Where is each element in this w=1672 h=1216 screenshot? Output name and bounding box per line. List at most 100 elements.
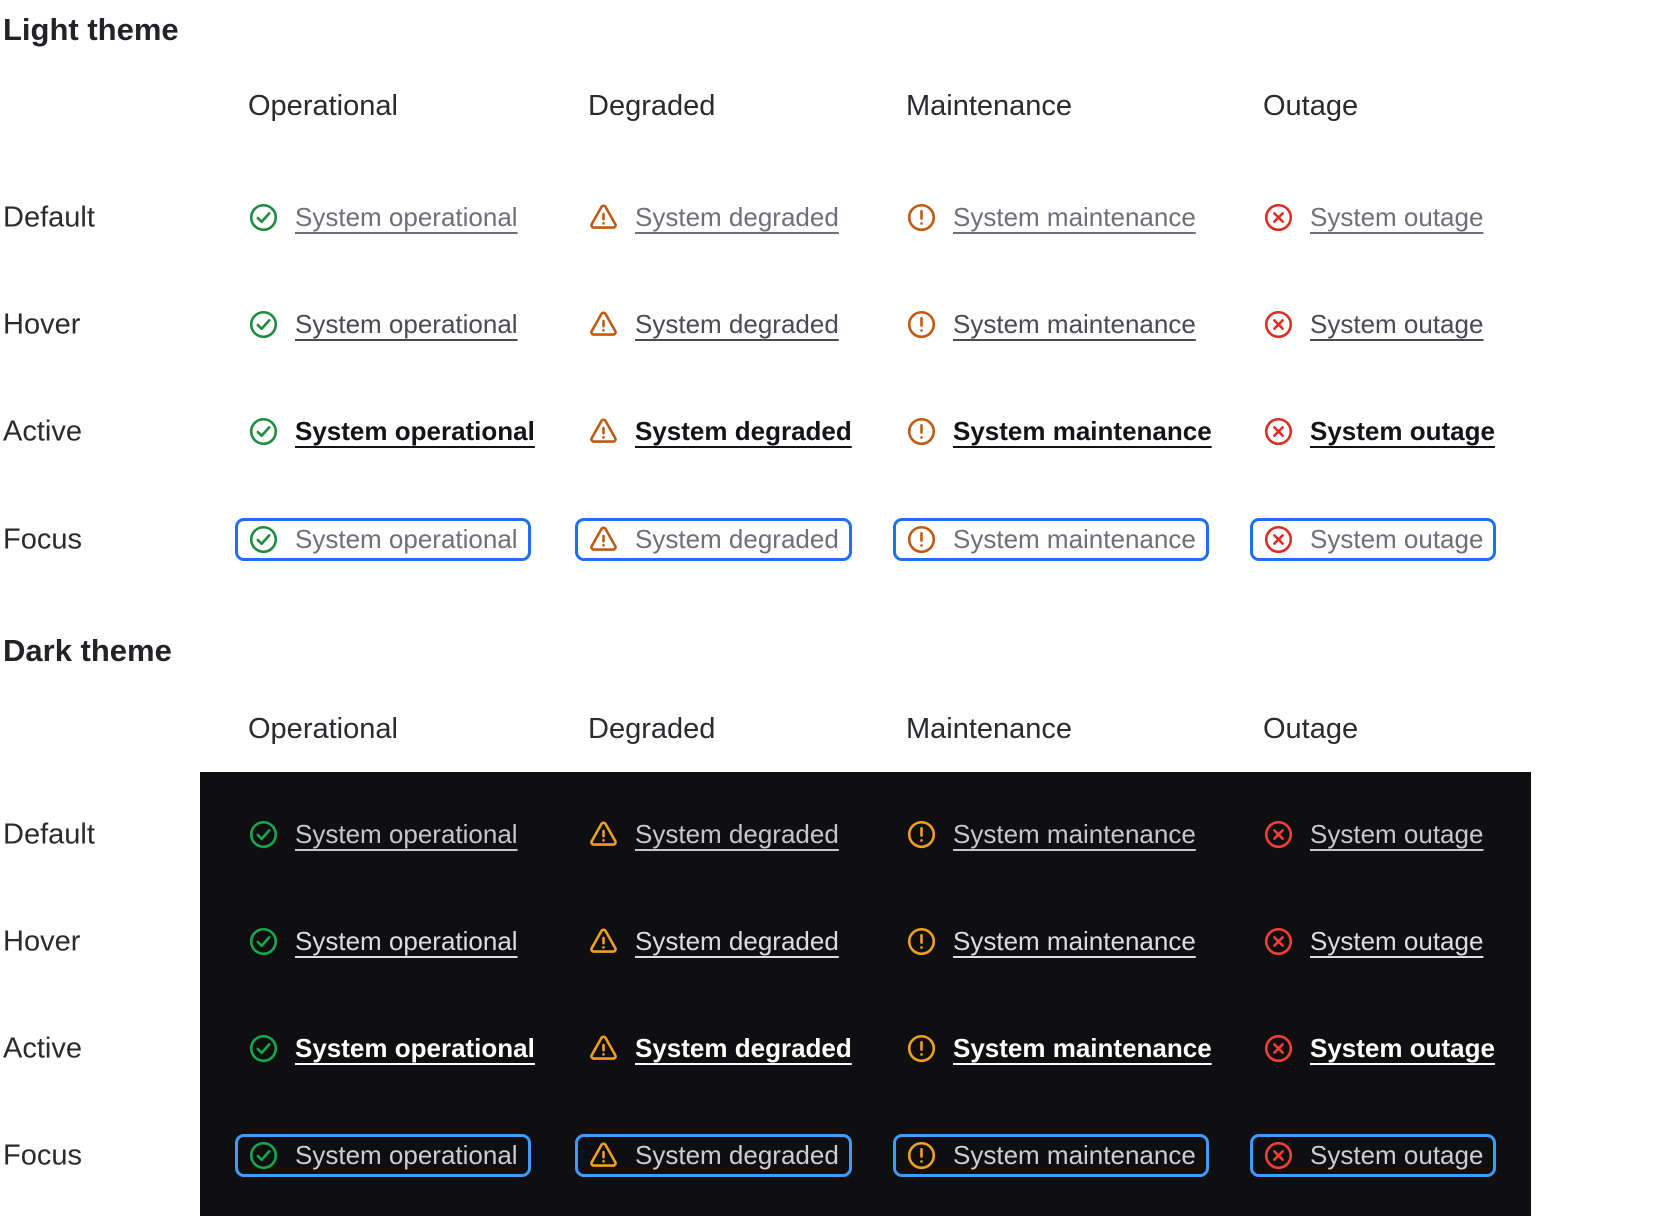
status-link-degraded[interactable]: System degraded xyxy=(575,1134,852,1177)
column-header-outage: Outage xyxy=(1263,90,1359,122)
warning-triangle-icon xyxy=(588,309,619,340)
state-label-default: Default xyxy=(3,201,95,233)
warning-triangle-icon xyxy=(588,202,619,233)
dark-theme-heading: Dark theme xyxy=(3,633,172,668)
status-link-degraded[interactable]: System degraded xyxy=(575,303,852,346)
warning-triangle-icon xyxy=(588,926,619,957)
status-link-label: System degraded xyxy=(635,524,839,554)
status-link-outage[interactable]: System outage xyxy=(1250,1027,1508,1070)
x-circle-icon xyxy=(1263,926,1294,957)
alert-circle-icon xyxy=(906,926,937,957)
status-link-label: System operational xyxy=(295,819,518,849)
status-link-label: System degraded xyxy=(635,926,839,956)
status-link-degraded[interactable]: System degraded xyxy=(575,196,852,239)
status-link-operational[interactable]: System operational xyxy=(235,920,531,963)
status-link-label: System outage xyxy=(1310,202,1484,232)
check-circle-icon xyxy=(248,416,279,447)
column-header-degraded: Degraded xyxy=(588,713,716,745)
alert-circle-icon xyxy=(906,1140,937,1171)
status-link-label: System operational xyxy=(295,926,518,956)
status-link-maintenance[interactable]: System maintenance xyxy=(893,920,1209,963)
warning-triangle-icon xyxy=(588,524,619,555)
x-circle-icon xyxy=(1263,309,1294,340)
check-circle-icon xyxy=(248,926,279,957)
status-link-maintenance[interactable]: System maintenance xyxy=(893,303,1209,346)
status-link-degraded[interactable]: System degraded xyxy=(575,1027,865,1070)
column-header-operational: Operational xyxy=(248,713,398,745)
status-link-maintenance[interactable]: System maintenance xyxy=(893,518,1209,561)
status-link-outage[interactable]: System outage xyxy=(1250,410,1508,453)
status-link-outage[interactable]: System outage xyxy=(1250,196,1496,239)
x-circle-icon xyxy=(1263,1033,1294,1064)
status-link-label: System maintenance xyxy=(953,202,1196,232)
status-link-label: System maintenance xyxy=(953,416,1212,446)
status-link-label: System maintenance xyxy=(953,926,1196,956)
status-link-outage[interactable]: System outage xyxy=(1250,813,1496,856)
check-circle-icon xyxy=(248,819,279,850)
dark-theme-panel xyxy=(200,772,1531,1216)
alert-circle-icon xyxy=(906,524,937,555)
status-link-maintenance[interactable]: System maintenance xyxy=(893,1027,1225,1070)
status-link-operational[interactable]: System operational xyxy=(235,518,531,561)
status-link-operational[interactable]: System operational xyxy=(235,196,531,239)
status-link-label: System outage xyxy=(1310,819,1484,849)
light-row-default: Default System operational System degrad… xyxy=(0,196,1672,239)
status-link-degraded[interactable]: System degraded xyxy=(575,410,865,453)
x-circle-icon xyxy=(1263,524,1294,555)
state-label-active: Active xyxy=(3,415,82,447)
status-link-label: System operational xyxy=(295,524,518,554)
status-link-degraded[interactable]: System degraded xyxy=(575,813,852,856)
status-link-label: System degraded xyxy=(635,202,839,232)
state-label-focus: Focus xyxy=(3,523,82,555)
x-circle-icon xyxy=(1263,1140,1294,1171)
status-link-label: System maintenance xyxy=(953,524,1196,554)
check-circle-icon xyxy=(248,524,279,555)
status-link-maintenance[interactable]: System maintenance xyxy=(893,196,1209,239)
warning-triangle-icon xyxy=(588,819,619,850)
check-circle-icon xyxy=(248,202,279,233)
status-link-label: System outage xyxy=(1310,1033,1495,1063)
dark-row-focus: Focus System operational System degraded… xyxy=(0,1134,1672,1177)
status-link-degraded[interactable]: System degraded xyxy=(575,518,852,561)
alert-circle-icon xyxy=(906,1033,937,1064)
x-circle-icon xyxy=(1263,202,1294,233)
status-link-operational[interactable]: System operational xyxy=(235,813,531,856)
dark-row-hover: Hover System operational System degraded… xyxy=(0,920,1672,963)
status-link-label: System outage xyxy=(1310,416,1495,446)
status-link-label: System degraded xyxy=(635,309,839,339)
status-link-label: System operational xyxy=(295,202,518,232)
warning-triangle-icon xyxy=(588,1033,619,1064)
status-link-maintenance[interactable]: System maintenance xyxy=(893,410,1225,453)
column-header-outage: Outage xyxy=(1263,713,1359,745)
alert-circle-icon xyxy=(906,819,937,850)
x-circle-icon xyxy=(1263,416,1294,447)
state-label-active: Active xyxy=(3,1032,82,1064)
status-link-maintenance[interactable]: System maintenance xyxy=(893,1134,1209,1177)
status-link-maintenance[interactable]: System maintenance xyxy=(893,813,1209,856)
status-link-outage[interactable]: System outage xyxy=(1250,920,1496,963)
x-circle-icon xyxy=(1263,819,1294,850)
status-link-outage[interactable]: System outage xyxy=(1250,518,1497,561)
status-link-label: System degraded xyxy=(635,819,839,849)
state-label-default: Default xyxy=(3,818,95,850)
status-link-label: System degraded xyxy=(635,416,852,446)
dark-row-default: Default System operational System degrad… xyxy=(0,813,1672,856)
status-link-outage[interactable]: System outage xyxy=(1250,1134,1497,1177)
status-link-degraded[interactable]: System degraded xyxy=(575,920,852,963)
alert-circle-icon xyxy=(906,202,937,233)
status-link-operational[interactable]: System operational xyxy=(235,303,531,346)
status-link-label: System operational xyxy=(295,416,535,446)
status-link-operational[interactable]: System operational xyxy=(235,1027,548,1070)
status-link-operational[interactable]: System operational xyxy=(235,1134,531,1177)
state-label-hover: Hover xyxy=(3,925,81,957)
status-link-label: System operational xyxy=(295,309,518,339)
light-column-headers: Operational Degraded Maintenance Outage xyxy=(0,90,1672,128)
status-link-outage[interactable]: System outage xyxy=(1250,303,1496,346)
status-link-label: System operational xyxy=(295,1033,535,1063)
status-link-label: System outage xyxy=(1310,1140,1484,1170)
status-link-operational[interactable]: System operational xyxy=(235,410,548,453)
light-row-focus: Focus System operational System degraded… xyxy=(0,518,1672,561)
status-link-label: System operational xyxy=(295,1140,518,1170)
check-circle-icon xyxy=(248,309,279,340)
light-row-hover: Hover System operational System degraded… xyxy=(0,303,1672,346)
